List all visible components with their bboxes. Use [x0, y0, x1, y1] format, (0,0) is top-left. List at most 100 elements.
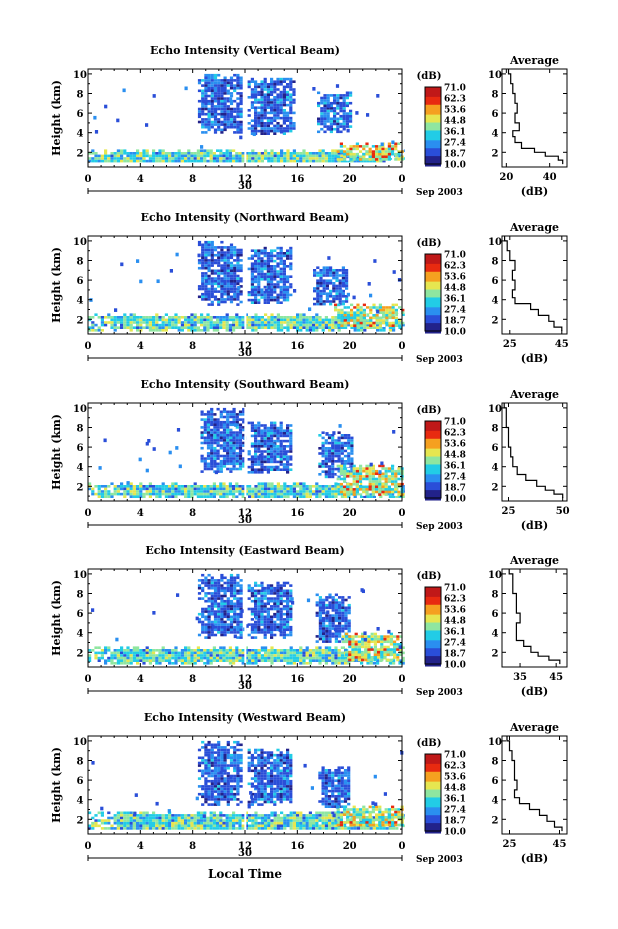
- heatmap-cell: [296, 159, 300, 163]
- heatmap-cell: [107, 659, 111, 662]
- heatmap-cell: [233, 576, 237, 580]
- heatmap-cell: [329, 279, 333, 282]
- cloud-cluster-4: [318, 431, 354, 479]
- heatmap-cell: [238, 431, 243, 434]
- heatmap-cell: [226, 112, 230, 116]
- heatmap-cell: [203, 426, 207, 429]
- heatmap-cell: [196, 316, 200, 319]
- panel-title: Echo Intensity (Northward Beam): [141, 211, 350, 224]
- heatmap-cell: [204, 94, 208, 98]
- heatmap-cell: [225, 326, 229, 329]
- heatmap-cell: [371, 477, 375, 481]
- heatmap-cell: [344, 495, 348, 498]
- heatmap-cell: [369, 306, 373, 309]
- heatmap-cell: [228, 492, 232, 496]
- heatmap-cell: [120, 149, 124, 152]
- heatmap-cell: [366, 159, 370, 163]
- heatmap-cell: [222, 420, 227, 424]
- heatmap-cell: [93, 115, 97, 120]
- heatmap-cell: [263, 103, 267, 107]
- heatmap-cell: [223, 107, 227, 111]
- heatmap-cell: [263, 111, 267, 115]
- heatmap-cell: [161, 651, 165, 655]
- heatmap-cell: [270, 265, 274, 268]
- heatmap-cell: [283, 492, 287, 496]
- heatmap-cell: [196, 646, 200, 649]
- heatmap-cell: [273, 249, 277, 252]
- heatmap-cell: [229, 99, 234, 103]
- colorbar-segment: [425, 470, 441, 473]
- heatmap-cell: [279, 103, 283, 107]
- colorbar-segment: [425, 494, 441, 497]
- heatmap-cell: [148, 321, 152, 324]
- x-tick-label: 20: [343, 341, 357, 352]
- colorbar-segment: [425, 440, 441, 444]
- heatmap-cell: [299, 490, 303, 493]
- heatmap-cell: [229, 79, 234, 82]
- heatmap-cell: [229, 581, 234, 585]
- heatmap-cell: [238, 449, 243, 453]
- heatmap-cell: [366, 316, 370, 320]
- heatmap-cell: [97, 651, 101, 655]
- heatmap-cell: [148, 495, 152, 498]
- heatmap-cell: [279, 101, 283, 104]
- heatmap-cell: [257, 285, 261, 289]
- heatmap-cell: [397, 493, 401, 496]
- heatmap-cell: [355, 482, 359, 486]
- heatmap-cell: [270, 106, 274, 109]
- heatmap-cell: [343, 314, 347, 317]
- heatmap-cell: [334, 662, 338, 665]
- colorbar-segment: [425, 283, 441, 287]
- heatmap-cell: [226, 457, 230, 460]
- heatmap-cell: [219, 470, 223, 473]
- heatmap-cell: [110, 492, 114, 496]
- heatmap-cell: [91, 159, 95, 163]
- heatmap-cell: [217, 272, 221, 275]
- heatmap-cell: [201, 579, 205, 582]
- heatmap-cell: [244, 316, 248, 319]
- heatmap-cell: [321, 318, 325, 322]
- heatmap-cell: [209, 157, 213, 160]
- heatmap-cell: [263, 127, 267, 130]
- heatmap-cell: [302, 159, 306, 163]
- heatmap-cell: [233, 282, 237, 286]
- heatmap-cell: [273, 429, 277, 432]
- heatmap-cell: [241, 654, 245, 657]
- heatmap-cell: [177, 326, 181, 329]
- heatmap-cell: [292, 157, 296, 160]
- heatmap-cell: [299, 157, 303, 160]
- heatmap-cell: [193, 318, 197, 322]
- heatmap-cell: [161, 159, 165, 163]
- heatmap-cell: [286, 275, 290, 278]
- heatmap-cell: [171, 323, 175, 327]
- heatmap-cell: [305, 654, 309, 657]
- heatmap-cell: [318, 321, 322, 324]
- heatmap-cell: [244, 646, 248, 649]
- heatmap-cell: [276, 283, 280, 286]
- heatmap-cell: [184, 656, 188, 660]
- heatmap-cell: [190, 326, 194, 329]
- heatmap-cell: [323, 101, 327, 105]
- heatmap-cell: [324, 154, 328, 158]
- heatmap-cell: [401, 321, 405, 325]
- colorbar-segment: [425, 329, 441, 332]
- y-tick-label: 8: [77, 90, 84, 101]
- heatmap-cell: [270, 93, 274, 96]
- heatmap-cell: [250, 257, 254, 260]
- heatmap-cell: [242, 433, 246, 437]
- heatmap-cell: [362, 306, 366, 309]
- heatmap-cell: [366, 308, 370, 312]
- heatmap-cell: [331, 490, 335, 493]
- heatmap-cell: [276, 280, 280, 284]
- heatmap-cell: [219, 423, 223, 427]
- date-day-label: 30: [238, 348, 252, 359]
- colorbar-segment: [425, 277, 441, 281]
- heatmap-cell: [217, 253, 221, 257]
- heatmap-cell: [251, 323, 255, 327]
- heatmap-cell: [264, 651, 268, 655]
- heatmap-cell: [282, 280, 286, 284]
- heatmap-cell: [324, 159, 328, 163]
- heatmap-cell: [289, 442, 293, 445]
- heatmap-cell: [363, 495, 367, 498]
